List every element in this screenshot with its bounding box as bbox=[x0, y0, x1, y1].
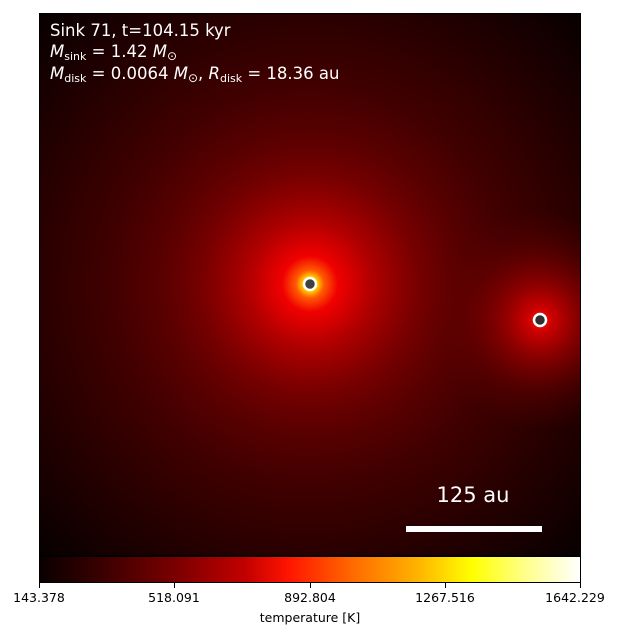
disk-properties-label: Mdisk = 0.0064 M⊙, Rdisk = 18.36 au bbox=[50, 64, 339, 89]
disk-mass-value: = 0.0064 bbox=[86, 64, 174, 83]
colorbar-tick-label: 1642.229 bbox=[545, 590, 605, 605]
secondary-sink-marker bbox=[532, 312, 548, 328]
scale-bar bbox=[406, 526, 542, 532]
colorbar-tick-label: 518.091 bbox=[148, 590, 200, 605]
colorbar bbox=[39, 556, 581, 583]
colorbar-label: temperature [K] bbox=[259, 610, 361, 625]
disk-radius-value: = 18.36 au bbox=[242, 64, 340, 83]
colorbar-tick-label: 143.378 bbox=[13, 590, 65, 605]
sun-symbol: ⊙ bbox=[166, 49, 178, 63]
sink-mass-subscript: sink bbox=[64, 50, 87, 63]
disk-mass-symbol: M bbox=[50, 64, 65, 83]
disk-radius-symbol: R bbox=[208, 64, 220, 83]
colorbar-tick bbox=[39, 583, 40, 588]
sink-mass-value: = 1.42 bbox=[86, 42, 153, 61]
separator: , bbox=[198, 64, 209, 83]
primary-sink-marker bbox=[302, 276, 318, 292]
colorbar-tick bbox=[580, 583, 581, 588]
sink-title: Sink 71, t=104.15 kyr bbox=[50, 21, 231, 40]
sink-mass-label: Msink = 1.42 M⊙ bbox=[50, 42, 177, 67]
sink-mass-symbol: M bbox=[50, 42, 65, 61]
colorbar-tick-label: 892.804 bbox=[284, 590, 336, 605]
disk-mass-subscript: disk bbox=[64, 72, 87, 85]
temperature-map-panel: Sink 71, t=104.15 kyr Msink = 1.42 M⊙ Md… bbox=[39, 13, 581, 556]
scale-bar-label: 125 au bbox=[436, 483, 510, 507]
colorbar-tick bbox=[310, 583, 311, 588]
sun-symbol: ⊙ bbox=[187, 71, 198, 85]
temperature-map bbox=[40, 14, 580, 555]
disk-radius-subscript: disk bbox=[219, 72, 243, 85]
sink-mass-unit: M bbox=[152, 42, 167, 61]
colorbar-tick bbox=[174, 583, 175, 588]
disk-mass-unit: M bbox=[173, 64, 188, 83]
colorbar-tick bbox=[445, 583, 446, 588]
colorbar-tick-label: 1267.516 bbox=[415, 590, 475, 605]
